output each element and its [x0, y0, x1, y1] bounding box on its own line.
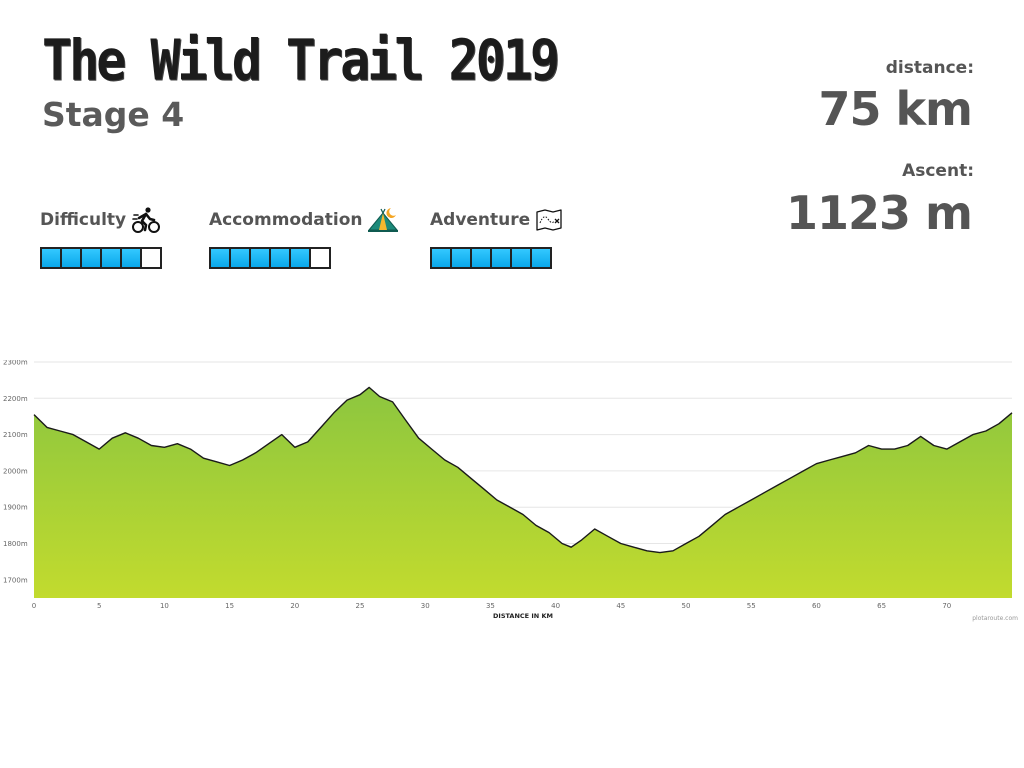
x-tick-label: 45: [616, 602, 625, 610]
accommodation-bar: [209, 247, 331, 269]
rating-segment: [311, 249, 329, 267]
x-tick-label: 60: [812, 602, 821, 610]
ascent-value: 1123 m: [786, 186, 973, 240]
y-tick-label: 1800m: [3, 540, 28, 548]
x-tick-label: 35: [486, 602, 495, 610]
rating-segment: [291, 249, 311, 267]
rating-segment: [452, 249, 472, 267]
ascent-label: Ascent:: [902, 161, 974, 181]
elevation-line: [33, 386, 1013, 554]
adventure-label: Adventure: [430, 210, 531, 230]
y-tick-label: 2300m: [3, 360, 28, 367]
adventure-bar: [430, 247, 552, 269]
credit-text: plotaroute.com: [972, 615, 1018, 622]
x-tick-label: 25: [356, 602, 365, 610]
accommodation-rating: Accommodation: [209, 205, 399, 269]
rating-segment: [142, 249, 160, 267]
rating-segment: [432, 249, 452, 267]
adventure-rating: Adventure: [430, 205, 562, 269]
rating-segment: [211, 249, 231, 267]
distance-value: 75 km: [818, 82, 973, 136]
accommodation-label: Accommodation: [209, 210, 363, 230]
map-icon: [536, 209, 562, 231]
rating-segment: [82, 249, 102, 267]
x-tick-label: 40: [551, 602, 560, 610]
x-tick-label: 0: [32, 602, 36, 610]
rating-segment: [251, 249, 271, 267]
rating-segment: [512, 249, 532, 267]
rating-segment: [102, 249, 122, 267]
tent-icon: [368, 208, 399, 232]
rating-segment: [231, 249, 251, 267]
x-tick-label: 15: [225, 602, 234, 610]
difficulty-bar: [40, 247, 162, 269]
y-tick-label: 1700m: [3, 576, 28, 584]
y-tick-label: 2100m: [3, 431, 28, 439]
page-title: The Wild Trail 2019: [42, 28, 560, 93]
x-tick-label: 30: [421, 602, 430, 610]
rating-segment: [472, 249, 492, 267]
difficulty-rating: Difficulty: [40, 205, 162, 269]
rating-segment: [42, 249, 62, 267]
distance-label: distance:: [885, 58, 974, 78]
elevation-profile-chart: 1700m 1800m 1900m 2000m 2100m 2200m 2300m 0 5 10 1…: [3, 360, 1018, 622]
elevation-area: [34, 387, 1012, 598]
y-tick-label: 2200m: [3, 395, 28, 403]
x-tick-label: 5: [97, 602, 101, 610]
difficulty-label: Difficulty: [40, 210, 127, 230]
x-tick-label: 10: [160, 602, 169, 610]
x-tick-label: 20: [290, 602, 299, 610]
x-tick-label: 70: [942, 602, 951, 610]
cyclist-icon: [132, 207, 161, 233]
rating-segment: [271, 249, 291, 267]
rating-segment: [532, 249, 550, 267]
rating-segment: [62, 249, 82, 267]
x-tick-label: 65: [877, 602, 886, 610]
y-tick-label: 2000m: [3, 467, 28, 475]
x-axis-title: DISTANCE IN KM: [493, 612, 553, 620]
y-tick-label: 1900m: [3, 504, 28, 512]
x-tick-label: 50: [682, 602, 691, 610]
stage-subtitle: Stage 4: [42, 95, 185, 134]
rating-segment: [492, 249, 512, 267]
x-tick-label: 55: [747, 602, 756, 610]
rating-segment: [122, 249, 142, 267]
